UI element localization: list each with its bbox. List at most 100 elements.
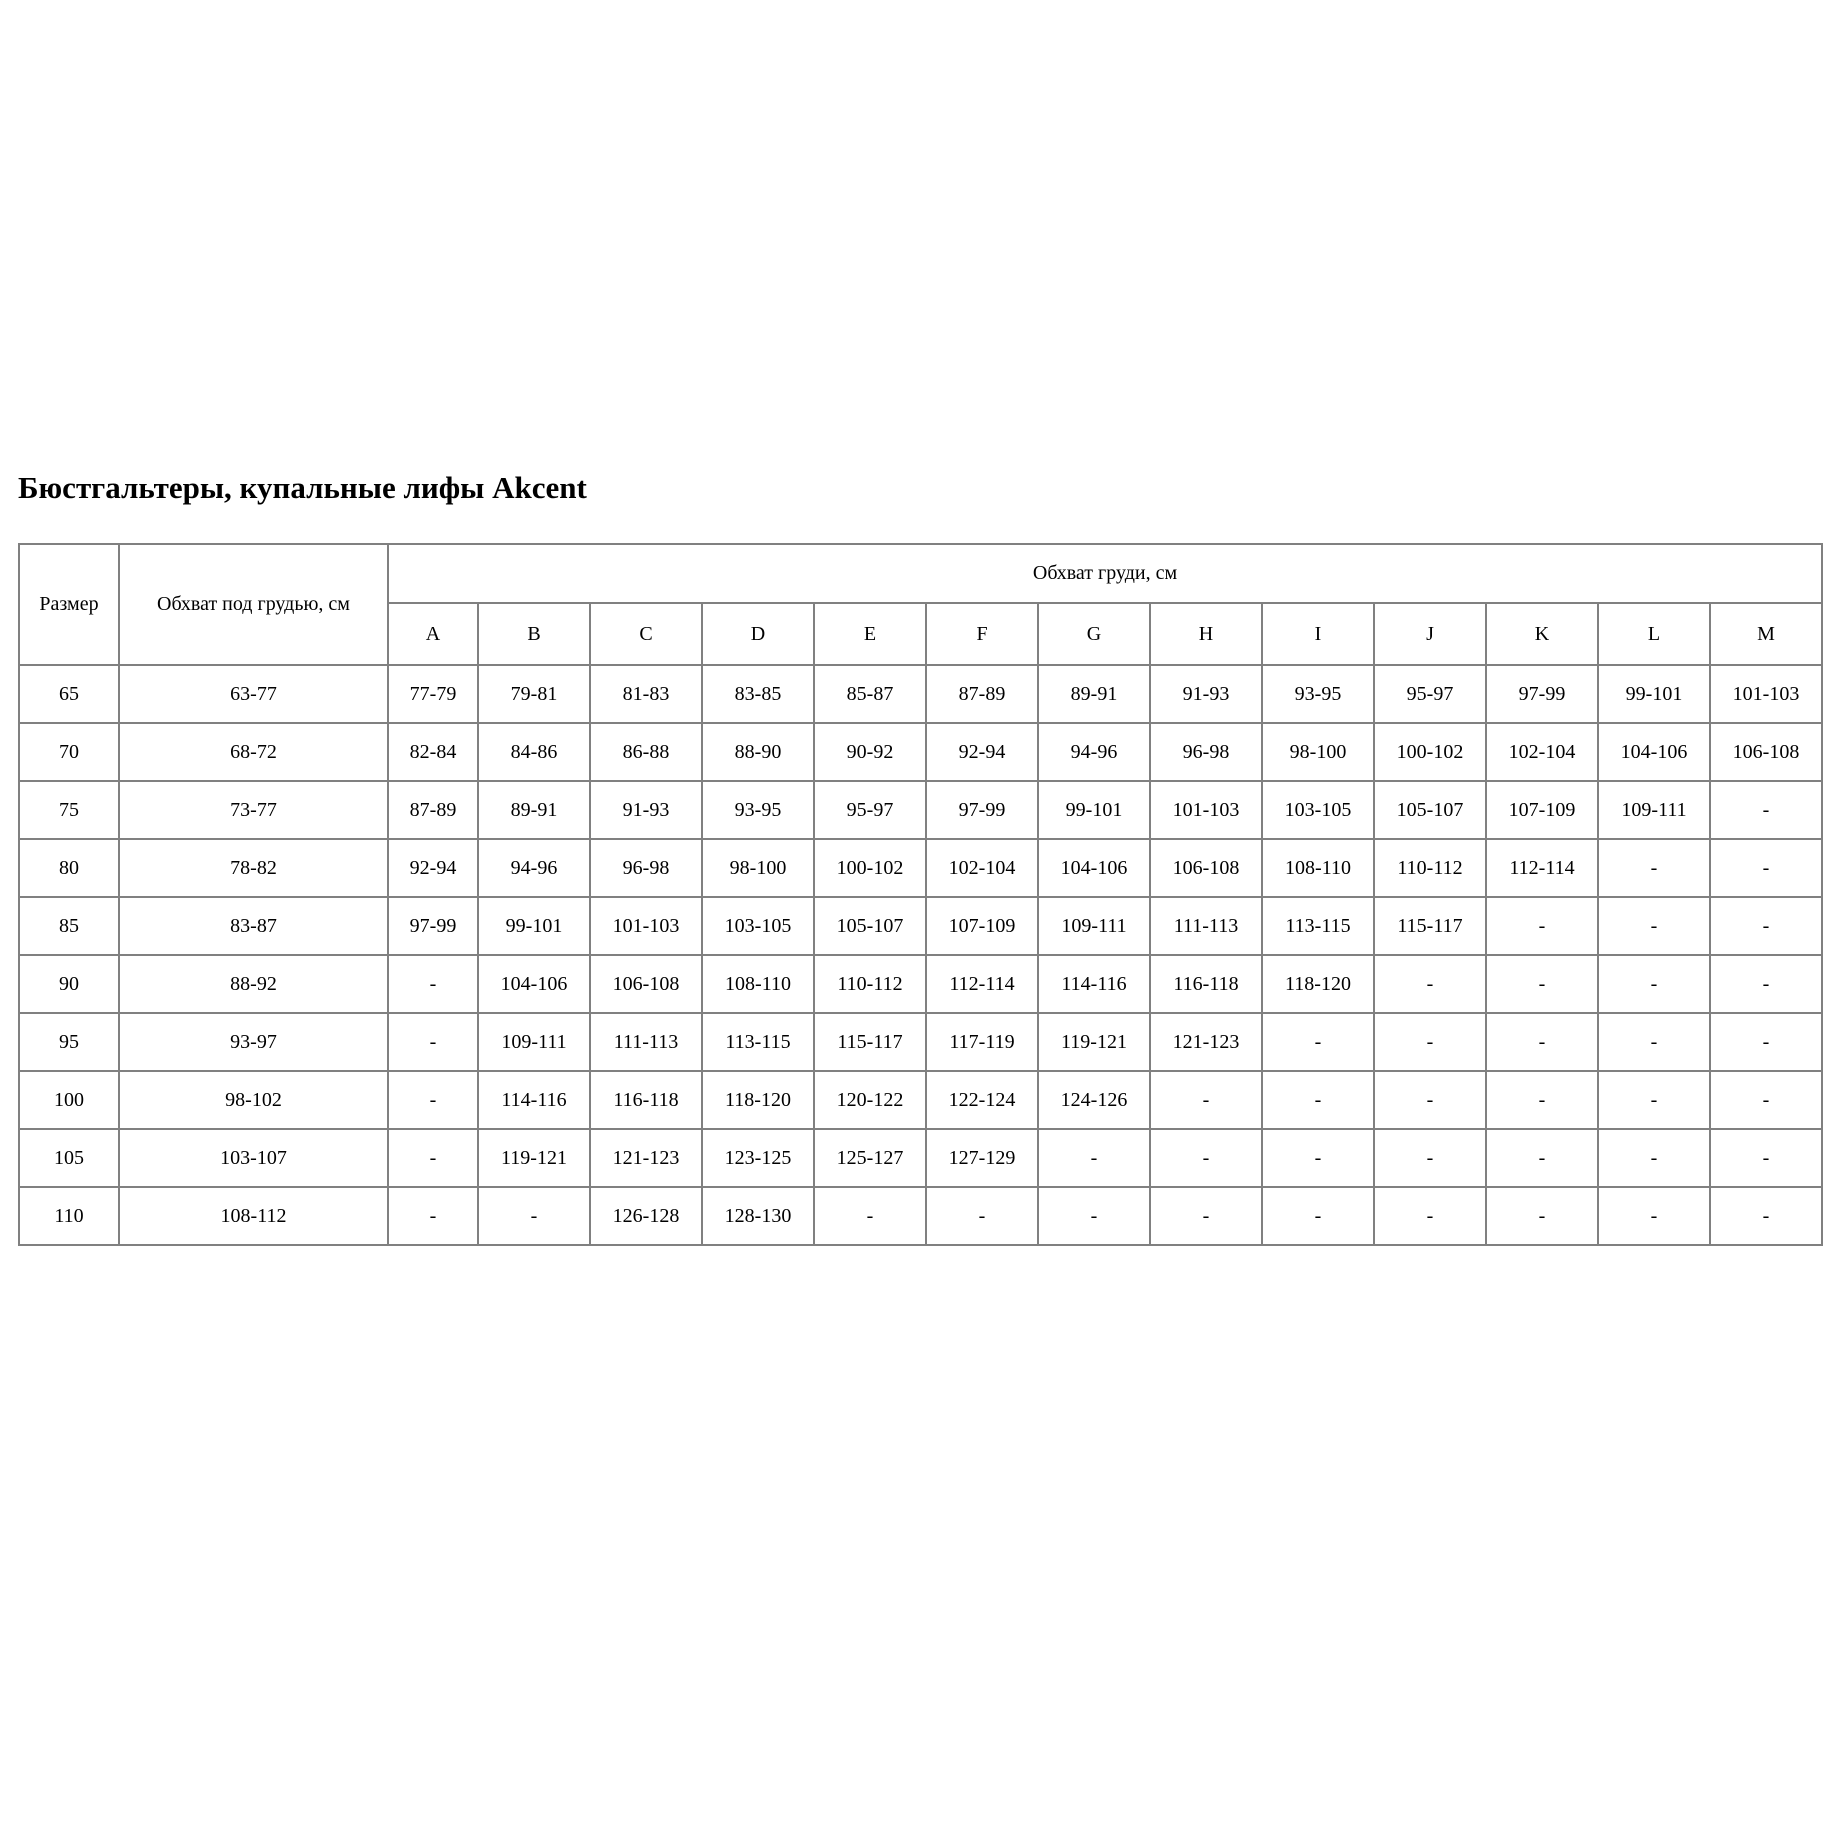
- underbust-cell: 103-107: [118, 1128, 389, 1188]
- underbust-cell: 73-77: [118, 780, 389, 840]
- bust-span-header: Обхват груди, см: [387, 543, 1823, 604]
- bust-range-cell-i: -: [1261, 1012, 1375, 1072]
- size-cell: 105: [18, 1128, 120, 1188]
- bust-range-cell-b: 89-91: [477, 780, 591, 840]
- size-chart-body: 65 63-77 77-79 79-81 81-83 83-85 85-87 87-89 89-…: [18, 664, 1823, 1246]
- cup-column-header-g: G: [1037, 602, 1151, 666]
- bust-range-cell-g: -: [1037, 1186, 1151, 1246]
- bust-range-cell-b: 94-96: [477, 838, 591, 898]
- bust-range-cell-i: 108-110: [1261, 838, 1375, 898]
- bust-range-cell-m: -: [1709, 954, 1823, 1014]
- bust-range-cell-f: 127-129: [925, 1128, 1039, 1188]
- bust-range-cell-f: 97-99: [925, 780, 1039, 840]
- bust-range-cell-j: 110-112: [1373, 838, 1487, 898]
- bust-range-cell-d: 88-90: [701, 722, 815, 782]
- bust-range-cell-h: 101-103: [1149, 780, 1263, 840]
- bust-range-cell-b: 104-106: [477, 954, 591, 1014]
- size-cell: 95: [18, 1012, 120, 1072]
- bust-range-cell-f: 107-109: [925, 896, 1039, 956]
- underbust-cell: 88-92: [118, 954, 389, 1014]
- underbust-cell: 63-77: [118, 664, 389, 724]
- size-cell: 70: [18, 722, 120, 782]
- bust-range-cell-l: -: [1597, 838, 1711, 898]
- bust-range-cell-i: -: [1261, 1186, 1375, 1246]
- bust-range-cell-h: 116-118: [1149, 954, 1263, 1014]
- bust-range-cell-m: 106-108: [1709, 722, 1823, 782]
- bust-range-cell-g: 104-106: [1037, 838, 1151, 898]
- bust-range-cell-b: 109-111: [477, 1012, 591, 1072]
- bust-range-cell-e: -: [813, 1186, 927, 1246]
- bust-range-cell-j: 95-97: [1373, 664, 1487, 724]
- bust-range-cell-l: -: [1597, 1128, 1711, 1188]
- bust-range-cell-b: 114-116: [477, 1070, 591, 1130]
- bust-range-cell-h: 106-108: [1149, 838, 1263, 898]
- bust-range-cell-a: 97-99: [387, 896, 479, 956]
- bust-range-cell-g: 109-111: [1037, 896, 1151, 956]
- size-chart-header: Размер Обхват под грудью, см Обхват груд…: [18, 543, 1823, 666]
- bust-range-cell-d: 103-105: [701, 896, 815, 956]
- bust-range-cell-c: 126-128: [589, 1186, 703, 1246]
- table-row-size-70: 70 68-72 82-84 84-86 86-88 88-90 90-92 92-94 94-…: [18, 722, 1823, 782]
- bust-range-cell-i: -: [1261, 1070, 1375, 1130]
- bust-range-cell-a: -: [387, 1186, 479, 1246]
- bust-range-cell-j: -: [1373, 954, 1487, 1014]
- table-row-size-95: 95 93-97-109-111 111-113 113-115 115-117 117-…: [18, 1012, 1823, 1072]
- bust-range-cell-l: 99-101: [1597, 664, 1711, 724]
- page-title: Бюстгальтеры, купальные лифы Akcent: [18, 470, 587, 505]
- cup-column-header-h: H: [1149, 602, 1263, 666]
- size-cell: 65: [18, 664, 120, 724]
- table-row-size-75: 75 73-77 87-89 89-91 91-93 93-95 95-97 97-99 99-…: [18, 780, 1823, 840]
- bust-range-cell-i: 103-105: [1261, 780, 1375, 840]
- bust-range-cell-e: 100-102: [813, 838, 927, 898]
- bust-range-cell-d: 118-120: [701, 1070, 815, 1130]
- bust-range-cell-l: 109-111: [1597, 780, 1711, 840]
- bust-range-cell-a: 77-79: [387, 664, 479, 724]
- bust-range-cell-k: -: [1485, 896, 1599, 956]
- bust-range-cell-h: 111-113: [1149, 896, 1263, 956]
- bust-range-cell-f: 102-104: [925, 838, 1039, 898]
- header-row-top: Размер Обхват под грудью, см Обхват груд…: [18, 543, 1823, 666]
- bust-range-cell-j: -: [1373, 1186, 1487, 1246]
- cup-column-header-a: A: [387, 602, 479, 666]
- bust-range-cell-c: 81-83: [589, 664, 703, 724]
- bust-range-cell-l: -: [1597, 1012, 1711, 1072]
- bust-range-cell-l: -: [1597, 896, 1711, 956]
- cup-column-header-d: D: [701, 602, 815, 666]
- bust-range-cell-f: 87-89: [925, 664, 1039, 724]
- underbust-cell: 68-72: [118, 722, 389, 782]
- bust-range-cell-e: 105-107: [813, 896, 927, 956]
- table-row-size-105: 105 103-107-119-121 121-123 123-125 125-127 1…: [18, 1128, 1823, 1188]
- bust-range-cell-k: -: [1485, 1012, 1599, 1072]
- bust-range-cell-a: 87-89: [387, 780, 479, 840]
- size-cell: 110: [18, 1186, 120, 1246]
- cup-column-header-m: M: [1709, 602, 1823, 666]
- bust-range-cell-m: -: [1709, 838, 1823, 898]
- bust-range-cell-c: 86-88: [589, 722, 703, 782]
- cup-column-header-f: F: [925, 602, 1039, 666]
- bust-range-cell-h: 96-98: [1149, 722, 1263, 782]
- bust-range-cell-g: 124-126: [1037, 1070, 1151, 1130]
- bust-range-cell-c: 106-108: [589, 954, 703, 1014]
- bust-range-cell-k: -: [1485, 1128, 1599, 1188]
- bust-range-cell-g: 119-121: [1037, 1012, 1151, 1072]
- bust-range-cell-c: 121-123: [589, 1128, 703, 1188]
- table-row-size-80: 80 78-82 92-94 94-96 96-98 98-100 100-102 102-1…: [18, 838, 1823, 898]
- bust-range-cell-c: 96-98: [589, 838, 703, 898]
- bust-range-cell-j: 105-107: [1373, 780, 1487, 840]
- bust-range-cell-e: 120-122: [813, 1070, 927, 1130]
- bust-range-cell-j: -: [1373, 1070, 1487, 1130]
- bust-range-cell-d: 113-115: [701, 1012, 815, 1072]
- table-row-size-110: 110 108-112- -126-128 128-130- - - - - - - - -: [18, 1186, 1823, 1246]
- bust-range-cell-j: -: [1373, 1012, 1487, 1072]
- size-chart-table: Размер Обхват под грудью, см Обхват груд…: [18, 543, 1823, 1246]
- bust-range-cell-k: 102-104: [1485, 722, 1599, 782]
- bust-range-cell-e: 85-87: [813, 664, 927, 724]
- cup-column-header-c: C: [589, 602, 703, 666]
- bust-range-cell-g: 94-96: [1037, 722, 1151, 782]
- bust-range-cell-b: 99-101: [477, 896, 591, 956]
- bust-range-cell-a: -: [387, 954, 479, 1014]
- bust-range-cell-b: -: [477, 1186, 591, 1246]
- bust-range-cell-i: 118-120: [1261, 954, 1375, 1014]
- bust-range-cell-k: 97-99: [1485, 664, 1599, 724]
